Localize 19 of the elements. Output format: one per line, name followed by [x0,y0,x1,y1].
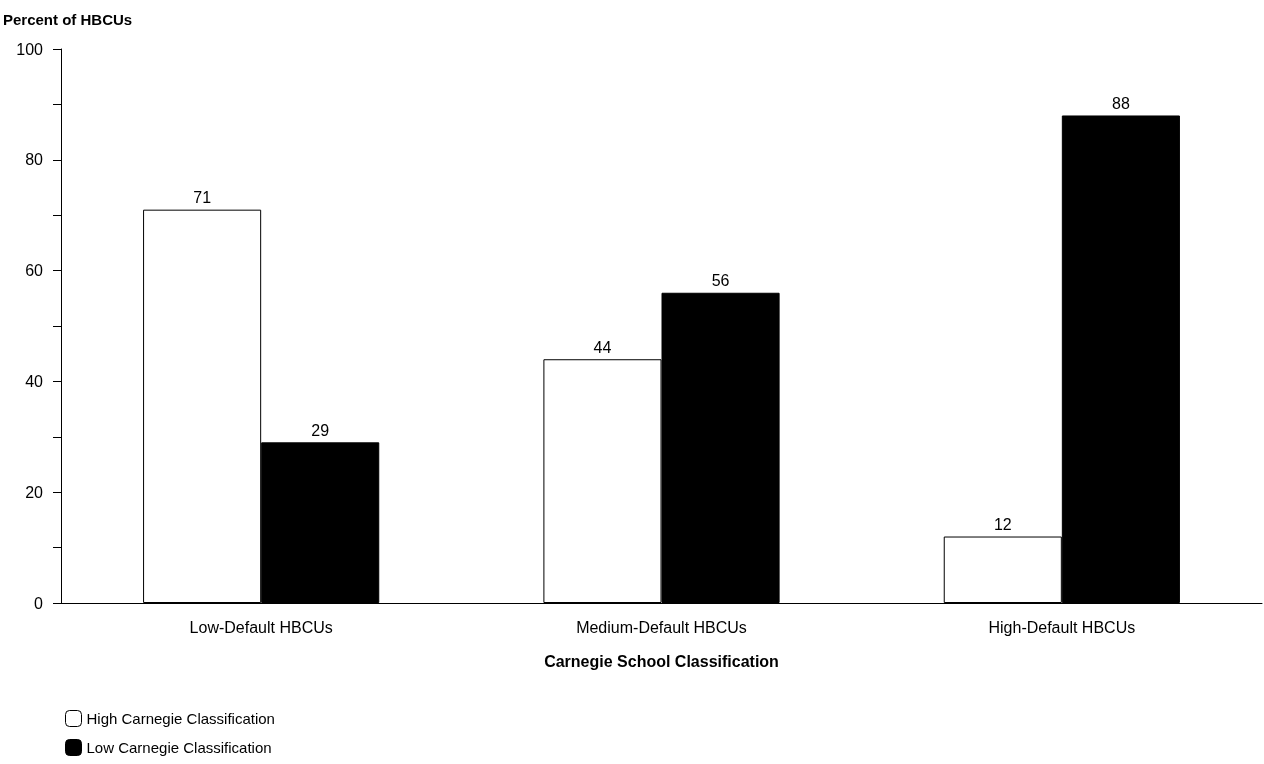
legend-label: Low Carnegie Classification [86,739,272,756]
data-label: 71 [193,189,212,207]
data-label: 88 [1111,94,1130,112]
data-label: 56 [711,272,730,290]
x-axis-title: Carnegie School Classification [544,652,779,670]
legend-label: High Carnegie Classification [86,710,275,727]
y-tick-label: 80 [25,151,44,169]
data-label: 29 [311,421,330,439]
x-tick-label: Medium-Default HBCUs [576,618,747,636]
y-tick-label: 100 [16,40,44,58]
y-tick-label: 0 [34,594,44,612]
y-tick-label: 20 [25,483,44,501]
data-label: 12 [993,516,1012,534]
y-tick-label: 60 [25,262,44,280]
data-label: 44 [593,338,612,356]
x-tick-label: High-Default HBCUs [988,618,1136,636]
y-axis-title: Percent of HBCUs [3,11,133,28]
x-tick-label: Low-Default HBCUs [189,618,333,636]
y-tick-label: 40 [25,372,44,390]
